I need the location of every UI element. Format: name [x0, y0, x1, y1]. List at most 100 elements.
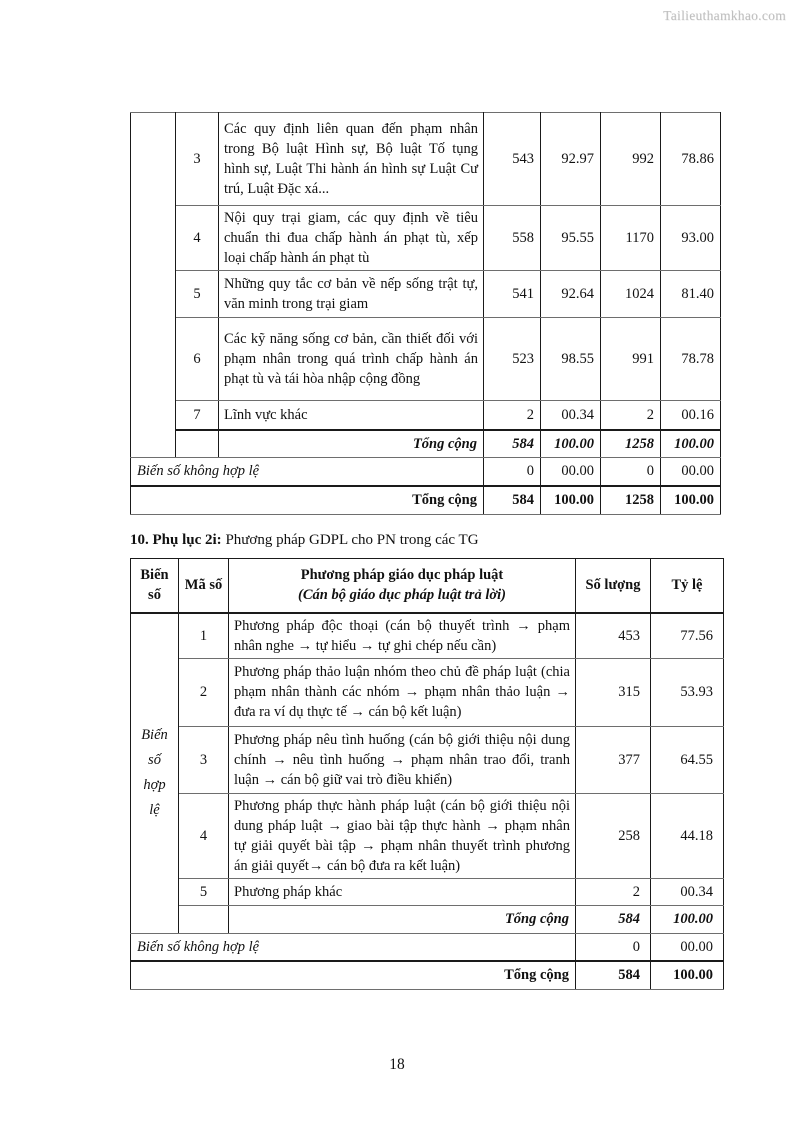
- total-label: Tổng cộng: [218, 428, 484, 458]
- cell-code: 4: [175, 205, 219, 271]
- cell-count-1: 541: [483, 270, 541, 318]
- header-method-title: Phương pháp giáo dục pháp luật: [300, 567, 504, 584]
- cell-empty: [175, 428, 219, 458]
- cell-percent-1: 00.34: [540, 400, 601, 430]
- cell-quantity: 2: [575, 877, 651, 906]
- grand-total-label: Tổng cộng: [130, 960, 576, 990]
- invalid-label: Biến số không hợp lệ: [130, 932, 576, 962]
- total-count-1: 584: [483, 428, 541, 458]
- invalid-variables-row: Biến số không hợp lệ 0 00.00 0 00.00: [130, 457, 721, 486]
- total-percent-2: 100.00: [660, 428, 721, 458]
- cell-percent-2: 78.86: [660, 112, 721, 206]
- cell-quantity: 377: [575, 725, 651, 794]
- table-row: 3 Phương pháp nêu tình huống (cán bộ giớ…: [131, 725, 724, 794]
- cell-code: 1: [178, 612, 229, 659]
- site-watermark: Tailieuthamkhao.com: [663, 8, 786, 23]
- cell-rate: 00.34: [650, 877, 724, 906]
- table-row: Biến số hợp lệ 1 Phương pháp độc thoại (…: [130, 612, 724, 934]
- grand-total-percent-1: 100.00: [540, 484, 601, 515]
- cell-description: Các kỹ năng sống cơ bản, cần thiết đối v…: [218, 317, 484, 401]
- valid-variables-group-label: Biến số hợp lệ: [130, 612, 179, 934]
- header-method-subtitle: (Cán bộ giáo dục pháp luật trả lời): [298, 587, 506, 604]
- cell-percent-2: 78.78: [660, 317, 721, 401]
- cell-count-2: 1024: [600, 270, 661, 318]
- table-row: 2 Phương pháp thảo luận nhóm theo chủ đề…: [131, 657, 724, 727]
- invalid-percent-1: 00.00: [540, 457, 601, 486]
- grand-total-row: Tổng cộng 584 100.00: [130, 960, 724, 990]
- cell-count-1: 2: [483, 400, 541, 430]
- cell-count-2: 992: [600, 112, 661, 206]
- invalid-rate: 00.00: [650, 932, 724, 962]
- cell-rate: 53.93: [650, 657, 724, 727]
- cell-rate: 44.18: [650, 792, 724, 879]
- cell-percent-1: 92.64: [540, 270, 601, 318]
- side-label-line: Biến: [141, 727, 168, 743]
- grand-total-count-2: 1258: [600, 484, 661, 515]
- grand-total-count-1: 584: [483, 484, 541, 515]
- table-row: 6 Các kỹ năng sống cơ bản, cần thiết đối…: [131, 317, 721, 401]
- appendix-table-continued: 3 Các quy định liên quan đến phạm nhân t…: [130, 112, 721, 515]
- cell-count-1: 543: [483, 112, 541, 206]
- side-label-line: lệ: [149, 802, 160, 818]
- total-percent-1: 100.00: [540, 428, 601, 458]
- grand-total-rate: 100.00: [650, 960, 724, 990]
- cell-description: Phương pháp thảo luận nhóm theo chủ đề p…: [228, 657, 576, 727]
- cell-count-1: 558: [483, 205, 541, 271]
- invalid-quantity: 0: [575, 932, 651, 962]
- total-quantity: 584: [575, 904, 651, 934]
- cell-percent-2: 00.16: [660, 400, 721, 430]
- cell-description: Nội quy trại giam, các quy định về tiêu …: [218, 205, 484, 271]
- cell-code: 3: [178, 725, 229, 794]
- header-method: Phương pháp giáo dục pháp luật (Cán bộ g…: [228, 558, 576, 614]
- cell-count-2: 2: [600, 400, 661, 430]
- cell-description: Phương pháp nêu tình huống (cán bộ giới …: [228, 725, 576, 794]
- cell-empty: [178, 904, 229, 934]
- cell-percent-1: 98.55: [540, 317, 601, 401]
- total-row-valid: Tổng cộng 584 100.00 1258 100.00: [131, 428, 721, 458]
- total-label: Tổng cộng: [228, 904, 576, 934]
- cell-description: Những quy tắc cơ bản về nếp sống trật tự…: [218, 270, 484, 318]
- cell-code: 6: [175, 317, 219, 401]
- invalid-count-2: 0: [600, 457, 661, 486]
- variable-group-cell-empty: [130, 112, 176, 458]
- cell-count-1: 523: [483, 317, 541, 401]
- cell-code: 7: [175, 400, 219, 430]
- header-code: Mã số: [178, 558, 229, 614]
- cell-code: 3: [175, 112, 219, 206]
- total-row-valid: Tổng cộng 584 100.00: [131, 904, 724, 934]
- cell-description: Phương pháp độc thoại (cán bộ thuyết trì…: [228, 612, 576, 659]
- table-row: 7 Lĩnh vực khác 2 00.34 2 00.16: [131, 400, 721, 430]
- side-label-line: số: [148, 752, 161, 768]
- appendix-table-2i: Biến số Mã số Phương pháp giáo dục pháp …: [130, 558, 724, 990]
- cell-percent-1: 95.55: [540, 205, 601, 271]
- section-title-number: 10. Phụ lục 2i:: [130, 532, 222, 548]
- cell-rate: 64.55: [650, 725, 724, 794]
- table-row: 4 Nội quy trại giam, các quy định về tiê…: [131, 205, 721, 271]
- invalid-count-1: 0: [483, 457, 541, 486]
- invalid-variables-row: Biến số không hợp lệ 0 00.00: [130, 932, 724, 962]
- header-variable: Biến số: [130, 558, 179, 614]
- page-number: 18: [389, 1056, 405, 1073]
- cell-description: Các quy định liên quan đến phạm nhân tro…: [218, 112, 484, 206]
- cell-rate: 77.56: [650, 612, 724, 659]
- grand-total-label: Tổng cộng: [130, 484, 484, 515]
- table-row: 5 Những quy tắc cơ bản về nếp sống trật …: [131, 270, 721, 318]
- cell-quantity: 315: [575, 657, 651, 727]
- cell-description: Phương pháp khác: [228, 877, 576, 906]
- cell-description: Lĩnh vực khác: [218, 400, 484, 430]
- cell-quantity: 453: [575, 612, 651, 659]
- cell-code: 4: [178, 792, 229, 879]
- cell-percent-2: 81.40: [660, 270, 721, 318]
- grand-total-quantity: 584: [575, 960, 651, 990]
- cell-code: 2: [178, 657, 229, 727]
- side-label-line: hợp: [143, 777, 166, 793]
- cell-code: 5: [175, 270, 219, 318]
- section-title: 10. Phụ lục 2i: Phương pháp GDPL cho PN …: [130, 530, 730, 550]
- header-row: Biến số Mã số Phương pháp giáo dục pháp …: [130, 558, 724, 614]
- cell-percent-2: 93.00: [660, 205, 721, 271]
- cell-quantity: 258: [575, 792, 651, 879]
- section-title-text: Phương pháp GDPL cho PN trong các TG: [221, 532, 479, 548]
- table-row: 5 Phương pháp khác 2 00.34: [131, 877, 724, 906]
- cell-count-2: 991: [600, 317, 661, 401]
- invalid-label: Biến số không hợp lệ: [130, 457, 484, 486]
